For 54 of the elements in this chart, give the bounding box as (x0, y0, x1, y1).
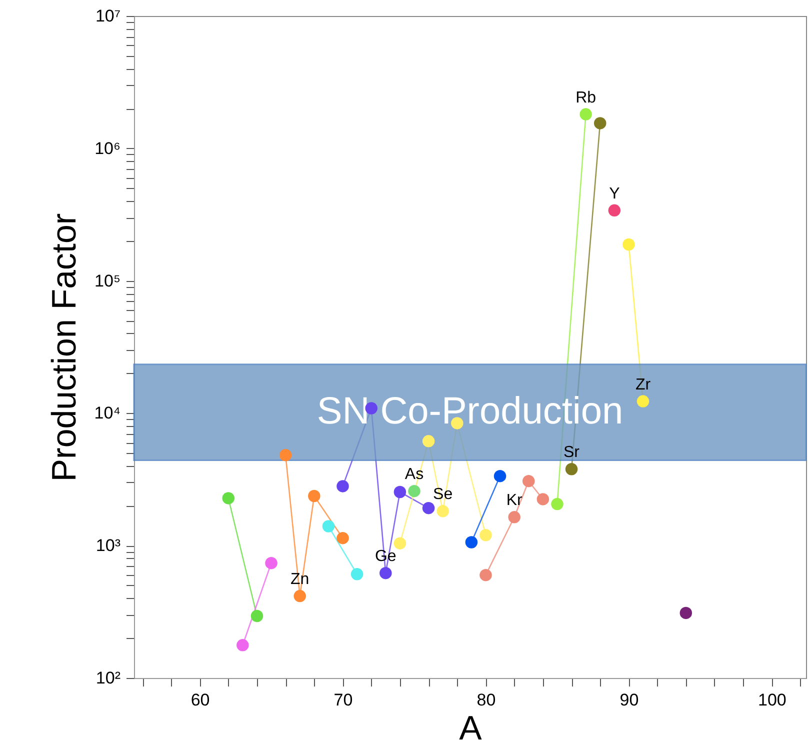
x-axis-title: A (459, 710, 482, 748)
point (580, 108, 592, 120)
point (265, 556, 278, 570)
point (294, 590, 306, 602)
annotation: Sr (564, 444, 580, 462)
annotation: As (404, 466, 424, 484)
annotation: Y (609, 185, 620, 202)
point (322, 520, 335, 532)
annotation: Zr (635, 376, 652, 394)
y-tick-label: 10⁴ (94, 404, 120, 423)
point (465, 536, 478, 548)
point (594, 117, 606, 130)
point (279, 449, 292, 462)
point (250, 610, 264, 622)
point (480, 568, 492, 582)
y-tick-label: 10⁶ (94, 138, 120, 158)
point (380, 566, 392, 580)
point (522, 474, 535, 488)
point (494, 470, 506, 482)
point (436, 505, 449, 518)
point (422, 435, 435, 448)
point (308, 490, 320, 502)
point (636, 395, 650, 408)
point (336, 480, 349, 492)
point (608, 204, 621, 217)
point (422, 502, 435, 514)
point (394, 537, 406, 550)
y-tick-label: 10⁷ (95, 6, 120, 26)
y-tick-label: 10² (96, 668, 121, 688)
point (350, 568, 364, 580)
band-label: SN Co-Production (316, 390, 624, 432)
point (680, 606, 692, 620)
point (565, 463, 578, 476)
point (394, 486, 406, 498)
point (408, 484, 420, 498)
x-tick-label: 80 (476, 690, 496, 710)
x-tick-label: 90 (620, 690, 639, 710)
point (336, 532, 349, 544)
point (508, 511, 520, 524)
x-tick-label: 60 (190, 690, 210, 710)
annotation: Kr (506, 492, 523, 510)
annotation: Rb (576, 89, 596, 106)
y-tick-label: 10³ (96, 536, 121, 556)
x-tick-label: 100 (758, 690, 786, 710)
point (622, 238, 635, 251)
point (222, 492, 234, 504)
point (551, 498, 564, 510)
point (480, 529, 492, 542)
y-axis-title: Production Factor (45, 213, 84, 482)
point (536, 493, 550, 506)
point (236, 639, 249, 652)
annotation: Se (433, 486, 453, 504)
y-tick-label: 10⁵ (94, 271, 120, 290)
x-tick-label: 70 (334, 690, 353, 710)
